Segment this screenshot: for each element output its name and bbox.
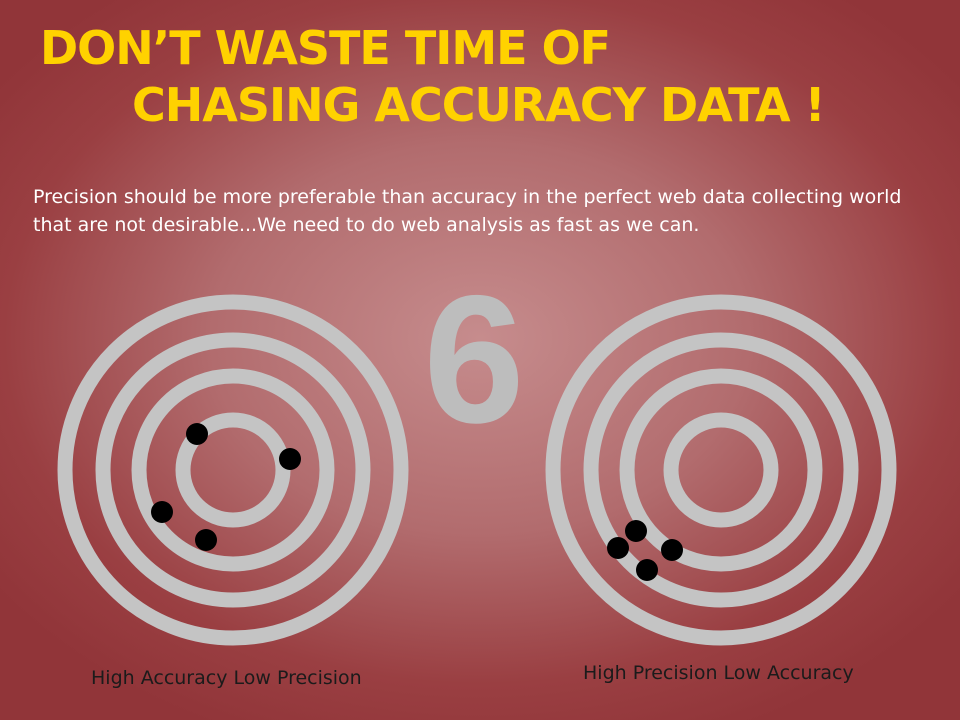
target-right-ring-1: [545, 294, 897, 646]
target-left-hits: [151, 423, 301, 551]
target-left: [57, 294, 409, 646]
hit-dot: [607, 537, 629, 559]
target-right-hits: [607, 520, 683, 581]
hit-dot: [279, 448, 301, 470]
hit-dot: [195, 529, 217, 551]
hit-dot: [661, 539, 683, 561]
target-right-ring-3: [619, 368, 823, 572]
headline-line-2: CHASING ACCURACY DATA !: [132, 78, 826, 132]
hit-dot: [186, 423, 208, 445]
caption-left-target: High Accuracy Low Precision: [91, 667, 362, 689]
subtitle-text: Precision should be more preferable than…: [33, 186, 902, 236]
target-right-ring-2: [583, 332, 859, 608]
target-left-ring-3: [131, 368, 335, 572]
target-left-ring-1: [57, 294, 409, 646]
hit-dot: [151, 501, 173, 523]
target-left-ring-2: [95, 332, 371, 608]
target-right: [545, 294, 897, 646]
target-left-ring-4: [175, 412, 291, 528]
headline-line-1: DON’T WASTE TIME OF: [40, 21, 611, 75]
hit-dot: [636, 559, 658, 581]
slide-number: 6: [423, 257, 525, 461]
hit-dot: [625, 520, 647, 542]
caption-right-target: High Precision Low Accuracy: [583, 662, 854, 684]
target-right-ring-4: [663, 412, 779, 528]
